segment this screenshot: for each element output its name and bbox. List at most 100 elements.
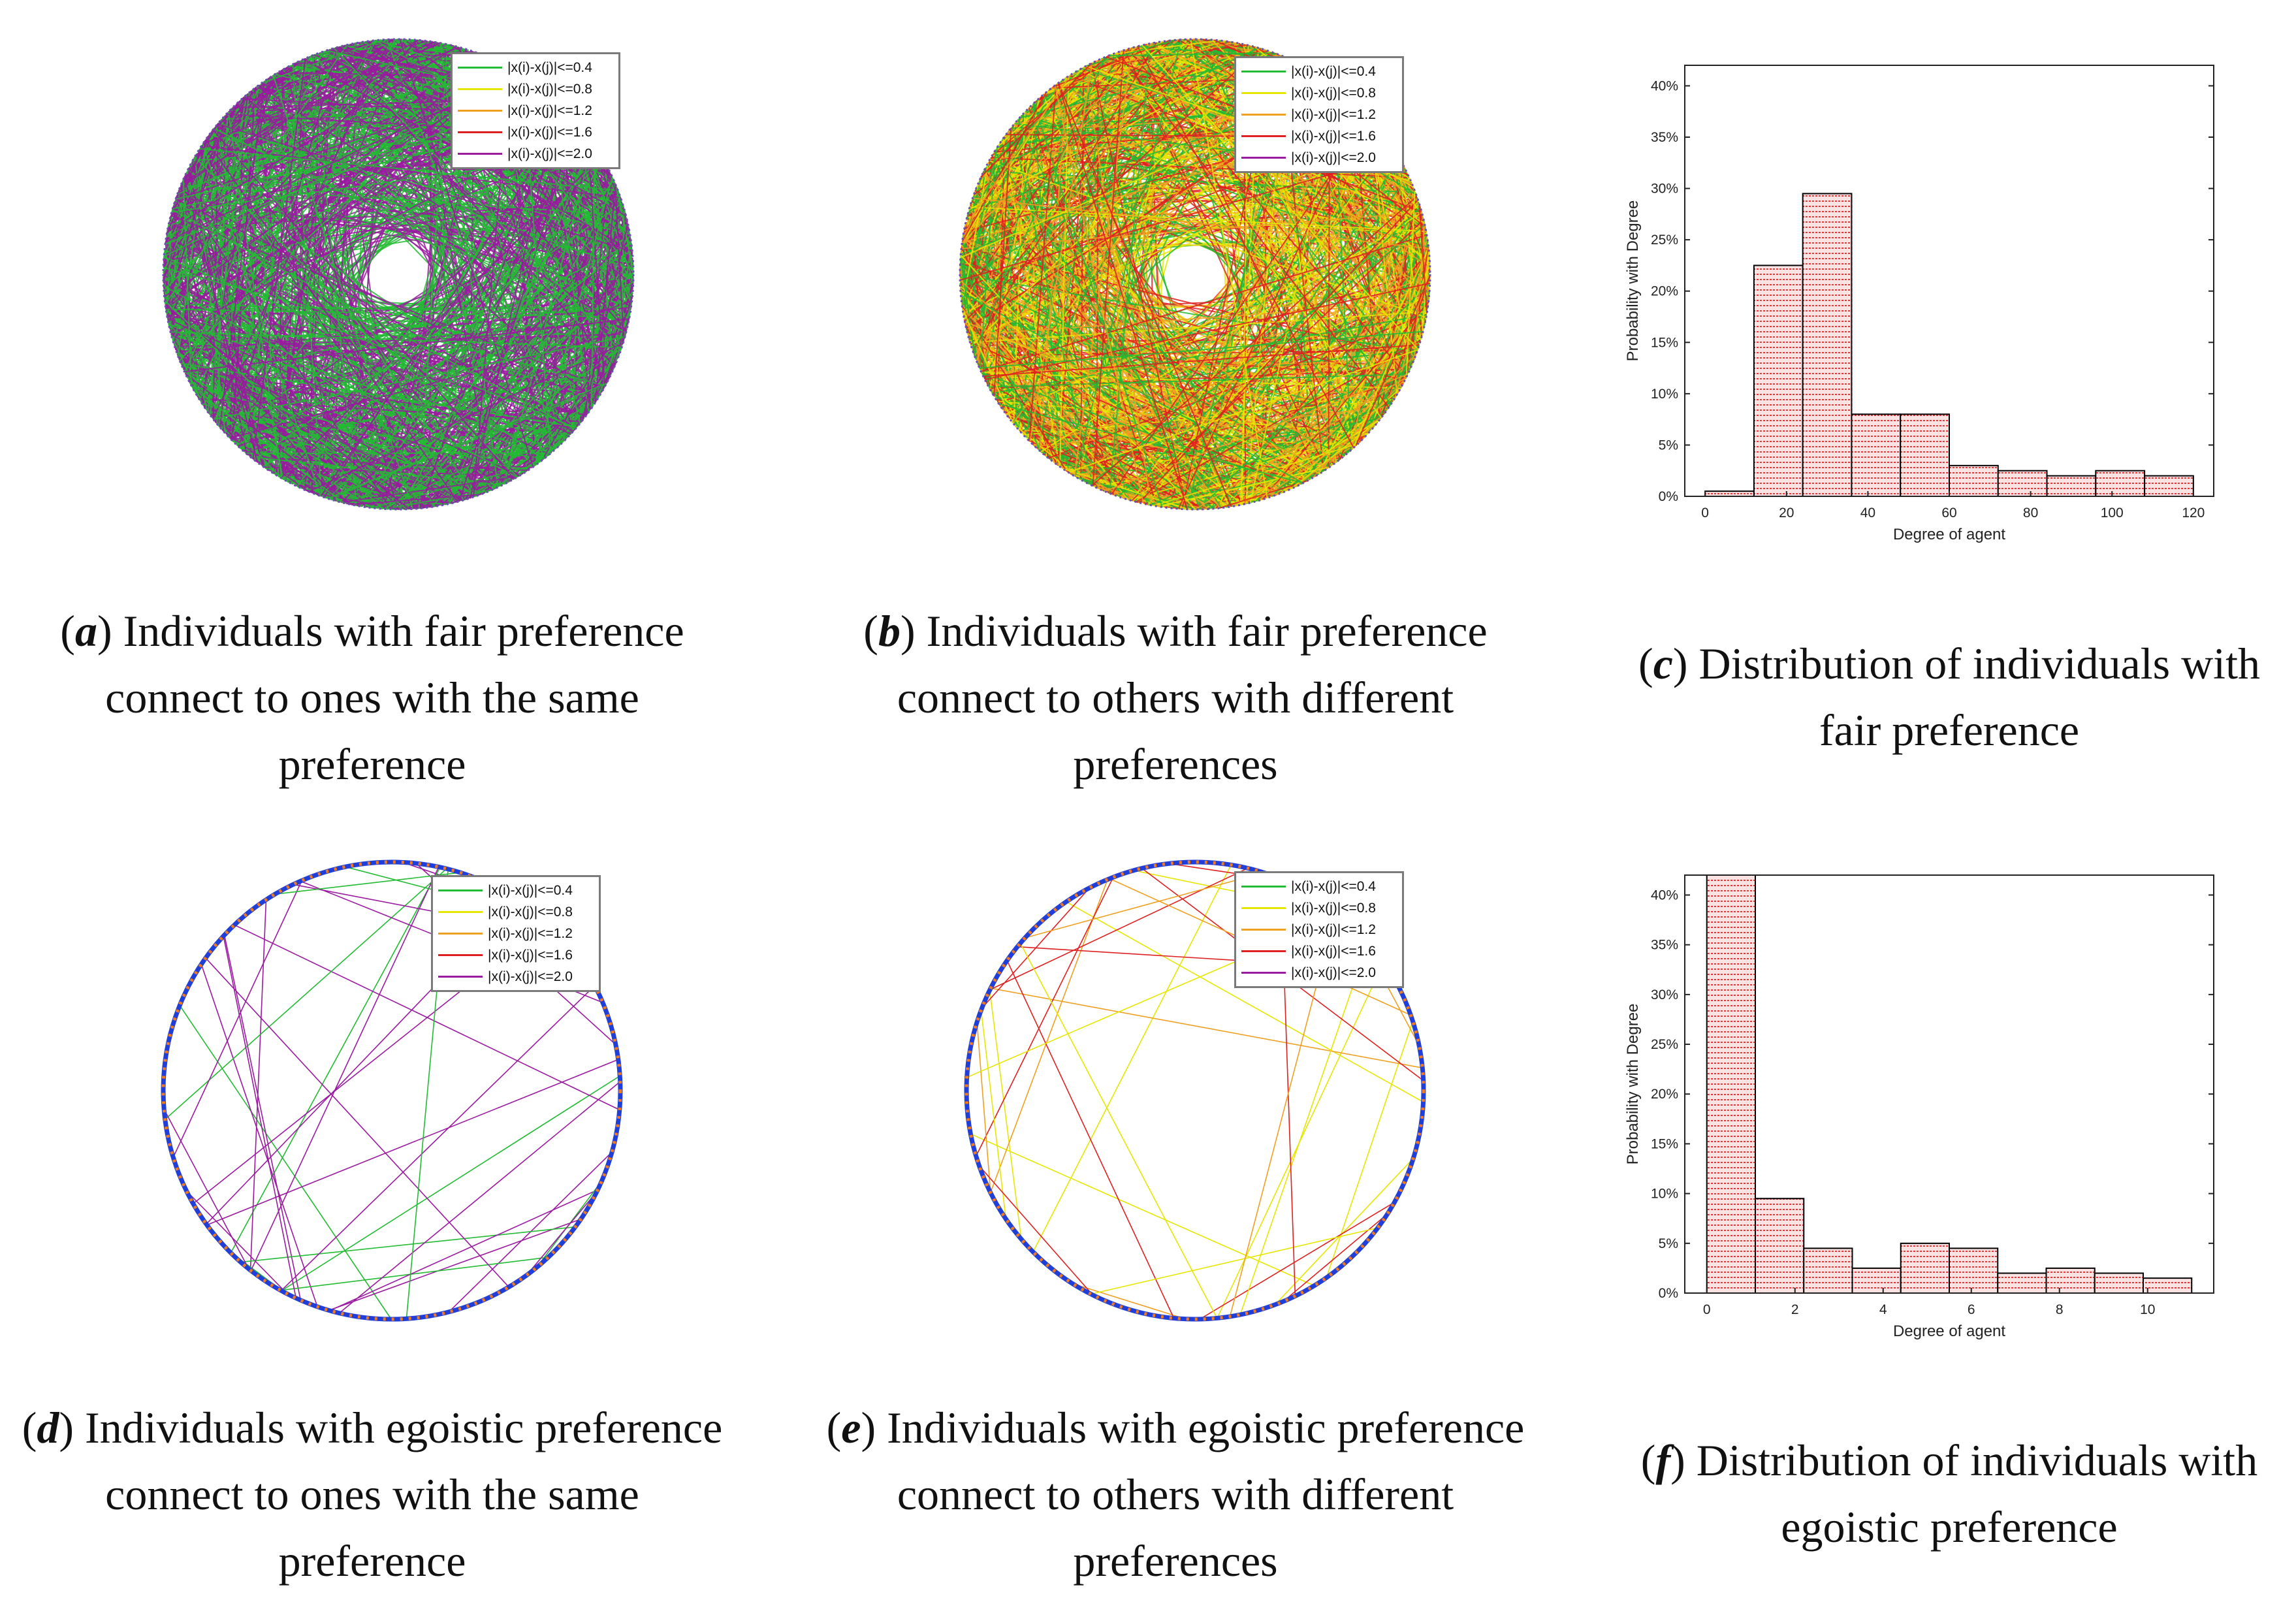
network-edge <box>328 1219 581 1311</box>
caption-text-b: Individuals with fair preference connect… <box>897 606 1488 789</box>
network-edge <box>252 58 306 460</box>
legend-label: |x(i)-x(j)|<=0.4 <box>488 882 573 898</box>
legend-entry: |x(i)-x(j)|<=2.0 <box>1241 147 1397 168</box>
legend-swatch <box>438 976 483 978</box>
network-edge <box>417 115 573 509</box>
network-edges <box>163 39 634 510</box>
network-edge <box>1405 191 1416 377</box>
legend-swatch <box>458 153 502 155</box>
legend-swatch <box>1241 92 1286 94</box>
network-edge <box>970 311 1427 344</box>
network-edge <box>591 140 614 370</box>
network-edge <box>1196 39 1391 406</box>
legend-swatch <box>1241 71 1286 72</box>
network-edge <box>586 134 606 387</box>
network-edge <box>962 308 1160 507</box>
network-edge <box>503 142 594 485</box>
legend-label: |x(i)-x(j)|<=0.4 <box>1291 878 1376 894</box>
network-edge <box>165 868 447 1120</box>
network-edge <box>272 74 414 509</box>
network-edge <box>962 238 1388 411</box>
network-graph-e <box>964 859 1426 1322</box>
network-edge <box>591 145 596 408</box>
network-edge <box>1091 195 1418 487</box>
histogram-bar <box>1997 1272 2047 1294</box>
network-edge <box>1198 282 1431 510</box>
network-edge <box>961 129 1011 244</box>
network-edge <box>258 84 627 332</box>
network-panel-e: |x(i)-x(j)|<=0.4 |x(i)-x(j)|<=0.8 |x(i)-x(… <box>947 849 1443 1332</box>
network-edge <box>961 306 1068 472</box>
network-edge <box>997 136 1006 403</box>
network-edge <box>1157 41 1416 359</box>
legend-label: |x(i)-x(j)|<=1.2 <box>507 103 592 118</box>
histogram-f: 0% 5% 10% 15% 20% 25% 30% 35% 40% 0 2 4 6 8 10 Degree o… <box>1624 874 2214 1340</box>
legend-entry: |x(i)-x(j)|<=0.8 <box>438 901 594 923</box>
network-edge <box>1006 223 1426 415</box>
node-ring <box>959 38 1431 511</box>
network-edge <box>976 1022 991 1193</box>
network-edge <box>1092 50 1124 487</box>
x-tick-label: 100 <box>2101 505 2124 520</box>
y-tick-label: 30% <box>1651 987 1678 1002</box>
network-edge <box>1028 84 1057 441</box>
network-edge <box>236 103 466 500</box>
network-edge <box>964 74 1072 227</box>
network-edge <box>993 127 1012 396</box>
network-edge <box>201 144 621 199</box>
network-edge <box>202 42 441 145</box>
network-panel-d: |x(i)-x(j)|<=0.4 |x(i)-x(j)|<=0.8 |x(i)-x(… <box>144 849 640 1332</box>
network-edge <box>1156 41 1420 344</box>
y-tick-label: 10% <box>1651 1187 1678 1202</box>
legend-entry: |x(i)-x(j)|<=0.8 <box>1241 897 1397 919</box>
node-ring <box>162 38 635 511</box>
histogram-bar <box>2046 475 2097 497</box>
network-edge <box>968 301 1429 336</box>
x-tick-label: 4 <box>1879 1302 1887 1317</box>
network-edge <box>244 95 597 403</box>
network-edge <box>1131 219 1424 502</box>
x-axis-label: Degree of agent <box>1893 526 2005 543</box>
legend-label: |x(i)-x(j)|<=1.2 <box>488 925 573 941</box>
network-edge <box>1048 313 1427 459</box>
network-edge <box>165 57 492 310</box>
y-tick-label: 15% <box>1651 335 1678 350</box>
network-edge <box>1200 1202 1395 1320</box>
legend-label: |x(i)-x(j)|<=1.6 <box>488 947 573 963</box>
y-tick-label: 0% <box>1659 489 1678 504</box>
network-edge <box>508 360 618 483</box>
network-edge <box>230 867 441 1253</box>
network-edge <box>983 344 1420 377</box>
network-edge <box>970 204 985 379</box>
network-edge <box>249 456 503 486</box>
legend-swatch <box>458 110 502 112</box>
network-edge <box>598 304 632 398</box>
legend-entry: |x(i)-x(j)|<=1.6 <box>1241 125 1397 147</box>
network-edge <box>249 91 478 496</box>
legend-label: |x(i)-x(j)|<=2.0 <box>1291 150 1376 165</box>
caption-text-f: Distribution of individuals with egoisti… <box>1696 1435 2258 1552</box>
caption-text-c: Distribution of individuals with fair pr… <box>1698 639 2260 755</box>
network-edge <box>1109 43 1151 494</box>
network-edge <box>614 183 625 341</box>
y-tick-label: 10% <box>1651 387 1678 402</box>
network-edge <box>1057 82 1232 507</box>
network-edge <box>961 47 1133 303</box>
network-edge <box>180 69 284 185</box>
network-edge <box>965 39 1194 327</box>
network-edge <box>293 52 478 65</box>
legend-swatch <box>1241 907 1286 909</box>
network-edge <box>981 372 1216 509</box>
network-edge <box>972 197 1429 249</box>
legend-swatch <box>458 88 502 90</box>
network-edge <box>968 209 1427 234</box>
network-edge <box>1074 48 1133 477</box>
network-edge <box>1219 480 1308 509</box>
network-edge <box>213 336 626 421</box>
network-edge <box>962 39 1202 238</box>
legend-swatch <box>438 889 483 891</box>
network-edge <box>231 44 349 110</box>
network-edge <box>336 46 615 368</box>
network-edge <box>261 39 385 84</box>
network-edge <box>980 1010 1007 1219</box>
